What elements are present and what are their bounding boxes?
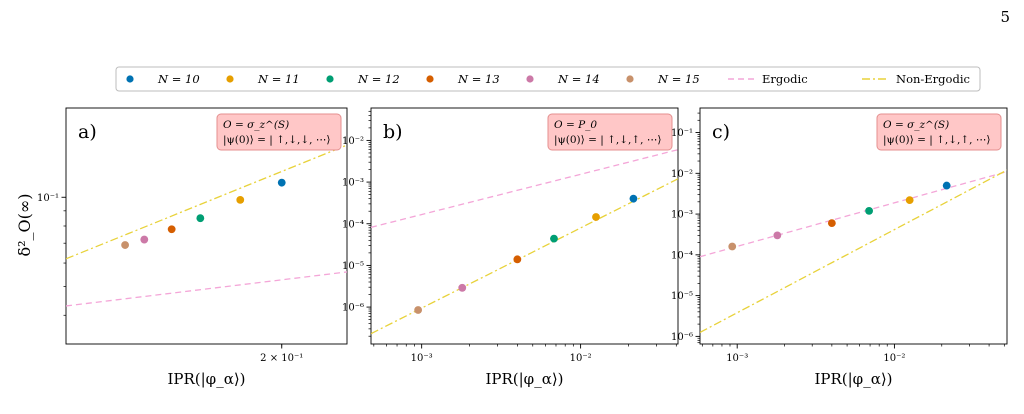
- legend-label: N = 10: [157, 72, 200, 86]
- legend-label: N = 11: [257, 72, 300, 86]
- shared-y-label: δ²_O(∞): [15, 194, 34, 257]
- y-tick-label: 10⁻⁴: [342, 219, 364, 230]
- x-tick-label: 10⁻²: [883, 353, 905, 364]
- y-tick-label: 10⁻⁶: [671, 332, 693, 343]
- panel-label: b): [383, 121, 403, 143]
- data-points: [414, 194, 638, 314]
- y-tick-label: 10⁻³: [671, 210, 693, 221]
- annotation-box: [216, 113, 342, 151]
- y-tick-label: 10⁻³: [342, 178, 364, 189]
- data-point: [592, 213, 600, 221]
- legend-label: N = 12: [357, 72, 400, 86]
- data-point: [140, 235, 149, 244]
- annotation-text: |ψ(0)⟩ = | ↑,↓,↑, ⋯⟩: [554, 134, 661, 147]
- y-tick-label: 10⁻²: [342, 136, 364, 147]
- page-number: 5: [1000, 8, 1010, 26]
- legend-marker: [526, 75, 534, 83]
- panel-label: a): [78, 121, 97, 143]
- y-tick-label: 10⁻⁴: [671, 250, 693, 261]
- x-tick-label: 2 × 10⁻¹: [260, 353, 303, 364]
- legend-item: N = 14: [526, 72, 600, 86]
- data-point: [236, 195, 245, 204]
- legend-marker: [126, 75, 134, 83]
- annotation-text: |ψ(0)⟩ = | ↑,↓,↑, ⋯⟩: [883, 134, 990, 147]
- y-tick-label: 10⁻¹: [671, 128, 693, 139]
- x-tick-label: 10⁻³: [726, 353, 748, 364]
- y-tick-label: 10⁻⁵: [342, 261, 364, 272]
- data-points: [728, 181, 951, 251]
- y-tick-label: 10⁻⁶: [342, 303, 364, 314]
- legend-frame: [115, 66, 981, 92]
- reference-lines: [700, 169, 1007, 333]
- x-axis-label: IPR(|φ_α⟩): [167, 370, 245, 388]
- legend-item: N = 10: [126, 72, 200, 86]
- legend-label: N = 13: [457, 72, 500, 86]
- legend: N = 10 N = 11 N = 12 N = 13 N = 14 N = 15 Ergo…: [115, 66, 981, 92]
- data-point: [121, 241, 129, 249]
- chart-panel: 2 × 10⁻¹ 10⁻¹ a) O = σ_z^(S) |ψ(0)⟩ = | ↑,↓,…: [37, 107, 348, 388]
- data-point: [167, 225, 176, 234]
- data-point: [865, 206, 873, 215]
- legend-marker: [426, 75, 434, 83]
- legend-item: N = 11: [226, 72, 300, 86]
- chart-panel: 10⁻³ 10⁻² 10⁻⁶ 10⁻⁵ 10⁻⁴ 10⁻³ 10⁻² b) O = P_0 |ψ(…: [342, 107, 679, 388]
- ergodic-line: [371, 149, 678, 228]
- minor-ticks: [697, 112, 1005, 347]
- data-point: [905, 196, 914, 205]
- minor-ticks: [368, 110, 677, 347]
- legend-item: Non-Ergodic: [862, 72, 970, 86]
- legend-item: N = 15: [626, 72, 700, 86]
- annotation-text: |ψ(0)⟩ = | ↑,↓,↓, ⋯⟩: [223, 134, 330, 147]
- y-tick-label: 10⁻¹: [37, 193, 59, 204]
- legend-marker: [226, 75, 234, 83]
- legend-label: Ergodic: [762, 72, 808, 86]
- data-point: [629, 194, 638, 203]
- data-point: [513, 255, 522, 264]
- legend-label: N = 14: [557, 72, 600, 86]
- legend-item: Ergodic: [728, 72, 808, 86]
- legend-label: N = 15: [657, 72, 700, 86]
- page-bottom-strip: [0, 400, 1024, 414]
- x-tick-label: 10⁻³: [411, 353, 433, 364]
- panels: 2 × 10⁻¹ 10⁻¹ a) O = σ_z^(S) |ψ(0)⟩ = | ↑,↓,…: [37, 107, 1008, 388]
- x-tick-label: 10⁻²: [570, 353, 592, 364]
- panel-label: c): [712, 121, 730, 143]
- legend-item: N = 13: [426, 72, 500, 86]
- legend-marker: [626, 75, 634, 83]
- data-point: [942, 181, 951, 190]
- legend-label: Non-Ergodic: [896, 72, 970, 86]
- data-point: [773, 231, 782, 240]
- y-tick-label: 10⁻⁵: [671, 291, 693, 302]
- y-tick-label: 10⁻²: [671, 169, 693, 180]
- data-points: [121, 178, 286, 249]
- reference-lines: [371, 149, 678, 335]
- non-ergodic-line: [66, 144, 347, 260]
- annotation-box: [876, 113, 1002, 151]
- x-axis-label: IPR(|φ_α⟩): [485, 370, 563, 388]
- data-point: [458, 283, 467, 292]
- non-ergodic-line: [371, 178, 678, 335]
- data-point: [728, 242, 737, 251]
- ergodic-line: [700, 170, 1007, 258]
- data-point: [277, 178, 286, 187]
- legend-marker: [326, 75, 334, 83]
- annotation-text: O = σ_z^(S): [223, 119, 289, 131]
- reference-lines: [66, 144, 347, 307]
- ergodic-line: [66, 271, 347, 307]
- chart-panel: 10⁻³ 10⁻² 10⁻⁶ 10⁻⁵ 10⁻⁴ 10⁻³ 10⁻² 10⁻¹ c) O = σ_…: [671, 107, 1008, 388]
- annotation-box: [547, 113, 673, 151]
- data-point: [196, 214, 205, 223]
- non-ergodic-line: [700, 169, 1007, 333]
- legend-item: N = 12: [326, 72, 400, 86]
- data-point: [827, 219, 836, 228]
- data-point: [550, 234, 558, 243]
- data-point: [414, 306, 423, 314]
- x-axis-label: IPR(|φ_α⟩): [814, 370, 892, 388]
- annotation-text: O = σ_z^(S): [883, 119, 949, 131]
- annotation-text: O = P_0: [554, 119, 597, 131]
